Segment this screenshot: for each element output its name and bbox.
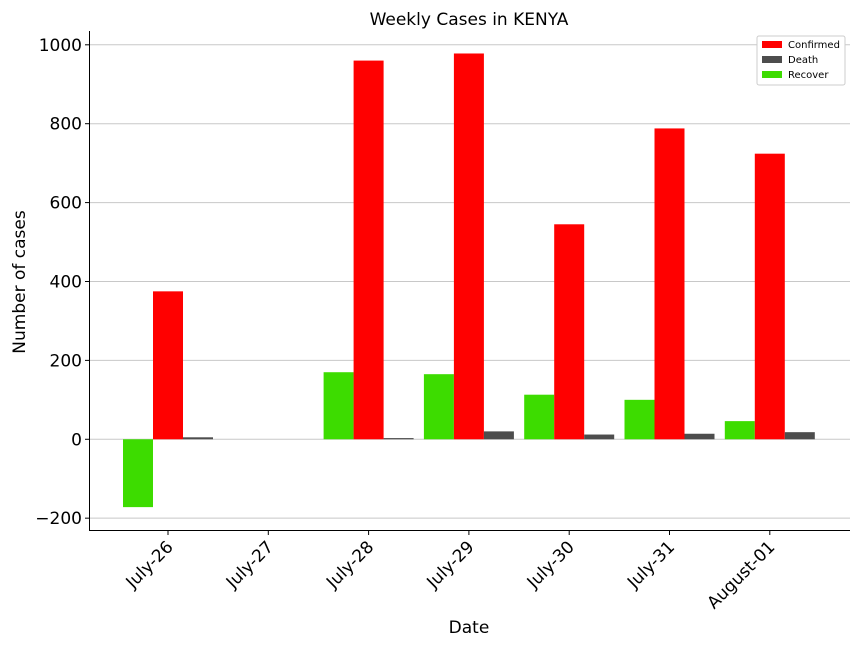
y-axis-label: Number of cases [10,210,30,354]
x-tick-label: July-27 [222,537,278,593]
x-axis-label: Date [449,618,490,638]
x-tick-label: July-31 [623,537,679,593]
bar-death-july-29 [483,431,514,440]
y-tick-label: 800 [50,115,82,135]
axes [89,31,850,531]
bar-death-july-31 [684,433,715,440]
bar-recover-july-26 [123,439,153,508]
y-ticks: −200 0 200 400 600 800 1000 [35,36,90,529]
bar-confirmed-august-01 [754,153,785,440]
bar-confirmed-july-26 [153,291,183,440]
bar-recover-july-28 [323,372,354,440]
x-ticks: July-26 July-27 July-28 July-29 July-30 July-… [122,530,779,613]
legend-swatch-confirmed [762,41,782,48]
chart-title: Weekly Cases in KENYA [370,10,569,30]
y-tick-label: 600 [50,194,82,214]
legend-swatch-death [762,56,782,63]
y-tick-label: 1000 [39,36,82,56]
bar-death-july-28 [383,438,414,440]
bar-confirmed-july-30 [554,224,585,440]
legend-label-recover: Recover [788,70,829,81]
bar-confirmed-july-31 [654,128,685,440]
bar-death-july-26 [183,437,213,440]
legend-label-death: Death [788,55,818,66]
x-tick-label: July-29 [423,537,479,593]
bar-recover-august-01 [724,421,755,440]
bar-recover-july-31 [624,399,655,440]
legend-label-confirmed: Confirmed [788,40,840,51]
y-tick-label: −200 [35,509,82,529]
x-tick-label: July-30 [523,537,579,593]
x-tick-label: July-26 [122,537,178,593]
y-tick-label: 200 [50,351,82,371]
bar-confirmed-july-28 [353,60,384,440]
legend: Confirmed Death Recover [756,35,846,86]
x-tick-label: August-01 [703,537,779,613]
bar-death-july-30 [584,434,615,440]
bars [123,53,815,508]
bar-recover-july-30 [524,394,555,440]
x-tick-label: July-28 [322,537,378,593]
legend-swatch-recover [762,71,782,78]
y-tick-label: 0 [71,430,82,450]
bar-confirmed-july-29 [453,53,484,440]
bar-death-august-01 [784,432,815,440]
bar-recover-july-29 [423,374,454,440]
y-tick-label: 400 [50,272,82,292]
